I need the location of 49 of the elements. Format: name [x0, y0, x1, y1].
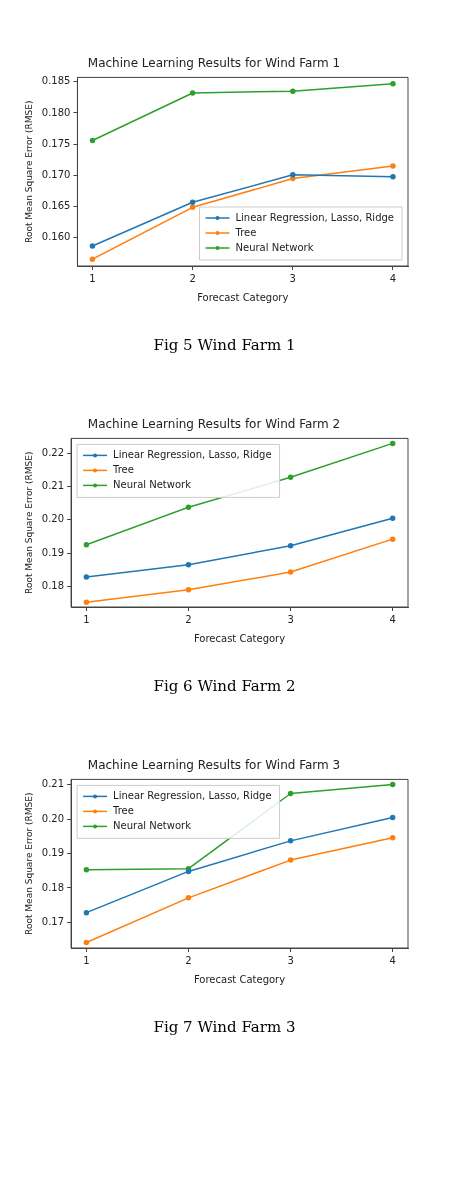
- y-axis-title: Root Mean Square Error (RMSE): [23, 792, 34, 935]
- y-axis-title: Root Mean Square Error (RMSE): [23, 451, 34, 594]
- legend-label: Tree: [112, 463, 134, 475]
- x-tick-label: 3: [289, 272, 296, 284]
- x-tick-label: 1: [89, 272, 96, 284]
- x-tick-label: 2: [189, 272, 196, 284]
- x-tick-label: 2: [185, 954, 192, 966]
- legend-label: Linear Regression, Lasso, Ridge: [235, 211, 394, 223]
- x-axis-title: Forecast Category: [197, 291, 289, 303]
- caption: Fig 6 Wind Farm 2: [152, 677, 297, 695]
- y-tick-label: 0.21: [41, 778, 65, 790]
- y-tick-label: 0.19: [41, 847, 65, 859]
- legend-label: Neural Network: [113, 478, 192, 490]
- y-tick-label: 0.21: [41, 480, 65, 492]
- x-tick-label: 4: [389, 613, 396, 625]
- y-tick-label: 0.165: [41, 200, 71, 212]
- y-tick-label: 0.19: [41, 546, 65, 558]
- y-tick-label: 0.17: [41, 915, 65, 927]
- y-tick-label: 0.18: [41, 881, 65, 893]
- chart-title: Machine Learning Results for Wind Farm 1: [87, 56, 341, 71]
- legend-label: Linear Regression, Lasso, Ridge: [113, 448, 272, 460]
- chart-title: Machine Learning Results for Wind Farm 3: [87, 758, 341, 773]
- y-tick-label: 0.20: [41, 812, 65, 824]
- y-tick-label: 0.180: [41, 106, 71, 118]
- y-tick-label: 0.170: [41, 169, 71, 181]
- y-tick-label: 0.18: [41, 579, 65, 591]
- x-tick-label: 3: [287, 613, 294, 625]
- x-tick-label: 4: [389, 954, 396, 966]
- y-tick-label: 0.160: [41, 231, 71, 243]
- legend-label: Neural Network: [235, 241, 314, 253]
- legend-label: Linear Regression, Lasso, Ridge: [113, 789, 272, 801]
- legend-label: Neural Network: [113, 819, 192, 831]
- x-tick-label: 1: [83, 613, 90, 625]
- x-axis-title: Forecast Category: [193, 973, 286, 985]
- x-tick-label: 4: [389, 272, 397, 284]
- y-axis-title: Root Mean Square Error (RMSE): [23, 100, 34, 243]
- y-tick-label: 0.175: [41, 137, 71, 149]
- chart-title: Machine Learning Results for Wind Farm 2: [87, 417, 341, 432]
- x-axis-title: Forecast Category: [193, 632, 286, 644]
- x-tick-label: 3: [287, 954, 294, 966]
- legend-label: Tree: [112, 804, 134, 816]
- x-tick-label: 1: [83, 954, 90, 966]
- caption: Fig 5 Wind Farm 1: [152, 336, 297, 354]
- x-tick-label: 2: [185, 613, 192, 625]
- caption: Fig 7 Wind Farm 3: [152, 1018, 297, 1036]
- y-tick-label: 0.185: [41, 75, 71, 87]
- y-tick-label: 0.20: [41, 513, 65, 525]
- legend-label: Tree: [234, 226, 257, 238]
- y-tick-label: 0.22: [41, 446, 65, 458]
